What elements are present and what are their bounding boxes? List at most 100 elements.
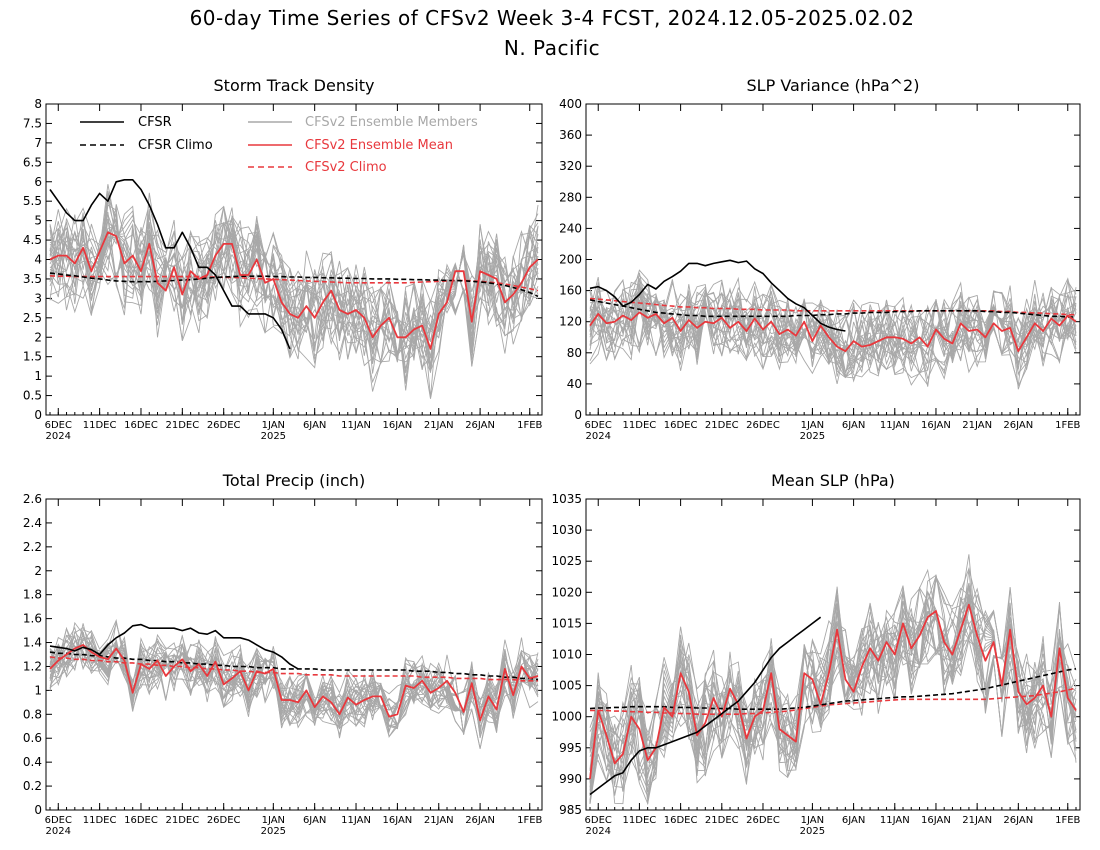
chart-panel-1: Storm Track Density 0 0.5 1 1.5 2 2.5 3 3.5 4 4.5 5… — [23, 76, 543, 442]
x-tick-label: 6DEC — [585, 815, 612, 826]
x-tick-label: 16JAN — [921, 420, 951, 431]
x-tick-label: 11DEC — [623, 815, 657, 826]
x-tick-label: 1FEB — [1055, 815, 1080, 826]
x-tick-label: 26DEC — [746, 420, 780, 431]
y-tick-label: 5 — [34, 214, 42, 228]
x-tick-label: 11JAN — [341, 815, 371, 826]
ensemble-member-line — [49, 639, 539, 735]
x-tick-label: 6JAN — [303, 815, 326, 826]
y-tick-label: 240 — [559, 221, 582, 235]
x-tick-label: 11JAN — [341, 420, 371, 431]
ensemble-mean-line — [589, 311, 1077, 353]
x-tick-label: 1JAN — [262, 815, 285, 826]
plot-frame — [45, 103, 543, 416]
y-tick-label: 320 — [559, 159, 582, 173]
y-tick-label: 1 — [34, 369, 42, 383]
y-tick-label: 0.4 — [23, 755, 42, 769]
cfsr-climo-line — [49, 272, 539, 298]
ensemble-member-line — [589, 609, 1077, 801]
y-tick-label: 2 — [34, 330, 42, 344]
plot-area — [49, 618, 539, 749]
ensemble-member-line — [589, 582, 1077, 804]
y-tick-label: 2.6 — [23, 492, 42, 506]
ensemble-mean-line — [49, 644, 539, 722]
panel-title: SLP Variance (hPa^2) — [747, 76, 920, 95]
x-tick-label: 11JAN — [880, 420, 910, 431]
x-tick-year-label: 2024 — [586, 431, 611, 442]
x-tick-year-label: 2024 — [46, 431, 71, 442]
x-tick-label: 16JAN — [921, 815, 951, 826]
cfsr-climo-line — [589, 299, 1076, 318]
y-tick-label: 0.5 — [23, 389, 42, 403]
x-tick-label: 1JAN — [801, 420, 824, 431]
plot-frame — [585, 498, 1081, 811]
plot-frame — [585, 103, 1081, 416]
x-tick-label: 16DEC — [664, 815, 698, 826]
x-tick-label: 6DEC — [585, 420, 612, 431]
y-tick-label: 7.5 — [23, 116, 42, 130]
x-tick-year-label: 2025 — [261, 431, 286, 442]
x-tick-label: 16JAN — [382, 815, 412, 826]
y-tick-label: 990 — [559, 772, 582, 786]
y-tick-label: 1025 — [551, 554, 582, 568]
plot-frame — [45, 498, 543, 811]
x-tick-year-label: 2025 — [800, 826, 825, 837]
cfsr-line — [589, 616, 822, 796]
cfsv2-climo-line — [589, 297, 1076, 316]
y-tick-label: 160 — [559, 284, 582, 298]
x-tick-label: 6JAN — [303, 420, 326, 431]
x-tick-label: 21DEC — [165, 420, 199, 431]
y-tick-label: 2 — [34, 564, 42, 578]
y-tick-label: 1000 — [551, 710, 582, 724]
x-tick-label: 26JAN — [465, 815, 495, 826]
x-tick-label: 11JAN — [880, 815, 910, 826]
figure-subtitle: N. Pacific — [504, 36, 600, 60]
panel-title: Storm Track Density — [214, 76, 375, 95]
y-tick-label: 7 — [34, 136, 42, 150]
y-tick-label: 1.6 — [23, 612, 42, 626]
y-tick-label: 0 — [34, 408, 42, 422]
x-tick-year-label: 2025 — [800, 431, 825, 442]
y-tick-label: 995 — [559, 741, 582, 755]
y-tick-label: 120 — [559, 315, 582, 329]
x-tick-label: 1FEB — [517, 420, 542, 431]
x-tick-label: 16DEC — [664, 420, 698, 431]
x-tick-label: 1FEB — [517, 815, 542, 826]
x-tick-label: 16JAN — [382, 420, 412, 431]
y-tick-label: 1.5 — [23, 350, 42, 364]
cfsv2-climo-line — [49, 275, 539, 292]
cfsr-line — [49, 623, 299, 670]
x-tick-label: 26JAN — [1003, 815, 1033, 826]
chart-panels: Storm Track Density 0 0.5 1 1.5 2 2.5 3 3.5 4 4.5 5… — [23, 76, 1081, 837]
x-tick-label: 26DEC — [746, 815, 780, 826]
x-tick-label: 16DEC — [124, 815, 158, 826]
plot-area — [589, 259, 1077, 390]
cfsv2-climo-line — [590, 687, 1077, 716]
x-tick-label: 21JAN — [424, 420, 454, 431]
chart-panel-4: Mean SLP (hPa) 985 990 995 1000 1005 1010 1015 1… — [551, 471, 1080, 837]
panel-title: Mean SLP (hPa) — [771, 471, 895, 490]
x-tick-year-label: 2025 — [261, 826, 286, 837]
y-tick-label: 0.6 — [23, 731, 42, 745]
y-tick-label: 0.8 — [23, 707, 42, 721]
x-tick-label: 21DEC — [165, 815, 199, 826]
x-tick-year-label: 2024 — [586, 826, 611, 837]
y-tick-label: 360 — [559, 128, 582, 142]
x-tick-label: 21JAN — [962, 420, 992, 431]
ensemble-member-line — [589, 583, 1077, 792]
plot-area — [589, 554, 1077, 806]
x-tick-label: 26DEC — [207, 815, 241, 826]
cfsr-line — [589, 259, 846, 332]
y-tick-label: 2.5 — [23, 311, 42, 325]
legend-label-members: CFSv2 Ensemble Members — [305, 115, 478, 130]
cfsr-climo-line — [589, 668, 1077, 711]
ensemble-member-line — [589, 287, 1077, 363]
x-tick-label: 21JAN — [962, 815, 992, 826]
legend-label-cfsr: CFSR — [138, 115, 172, 130]
y-tick-label: 1.8 — [23, 588, 42, 602]
figure-title: 60-day Time Series of CFSv2 Week 3-4 FCS… — [190, 6, 915, 30]
y-tick-label: 280 — [559, 190, 582, 204]
chart-panel-3: Total Precip (inch) 0 0.2 0.4 0.6 0.8 1 1.2 1.4 1… — [23, 471, 543, 837]
x-tick-label: 11DEC — [623, 420, 657, 431]
ensemble-mean-line — [49, 231, 539, 350]
